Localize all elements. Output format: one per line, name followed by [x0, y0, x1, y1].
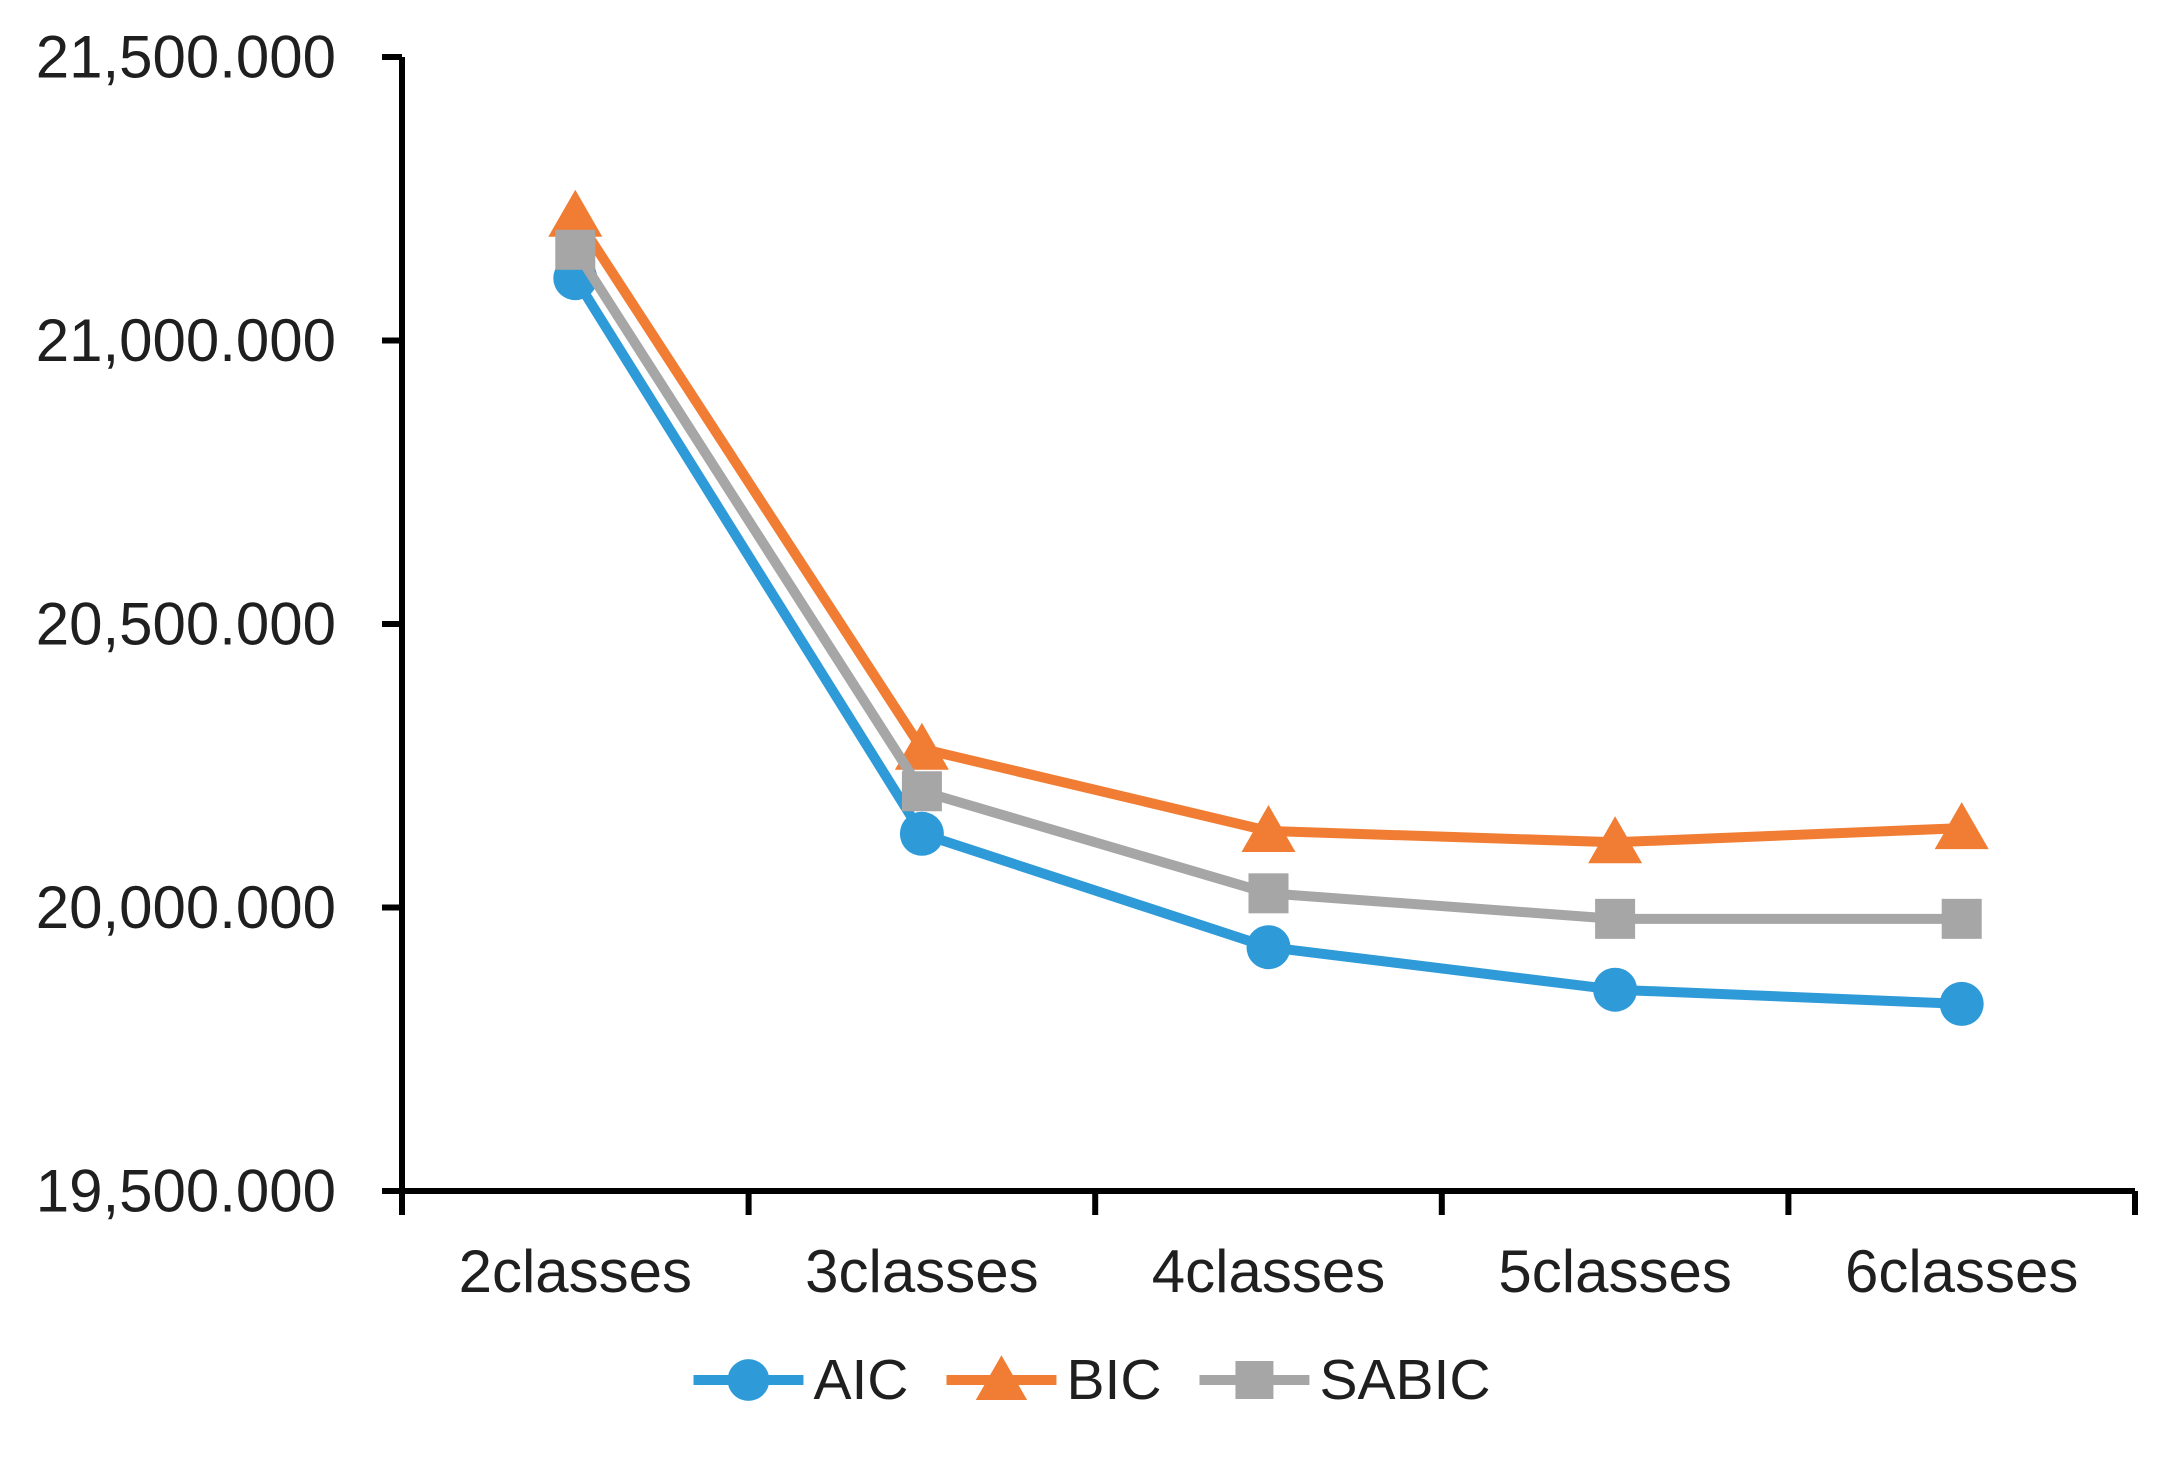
sabic-legend-marker [1199, 1361, 1310, 1399]
bic-marker [1934, 802, 1989, 850]
sabic-marker [1941, 898, 1982, 939]
bic-marker [1241, 804, 1296, 852]
y-tick-label: 20,500.000 [36, 591, 336, 658]
legend-label-bic: BIC [1066, 1347, 1162, 1412]
sabic-marker [901, 771, 942, 812]
bic-legend-marker [946, 1355, 1057, 1400]
sabic-marker [555, 229, 596, 270]
legend-item-sabic: SABIC [1199, 1347, 1491, 1412]
x-category-label: 2classes [459, 1238, 692, 1305]
x-category-label: 5classes [1498, 1238, 1731, 1305]
legend-label-aic: AIC [813, 1347, 909, 1412]
bic-marker [1588, 816, 1643, 864]
x-category-label: 6classes [1845, 1238, 2078, 1305]
bic-marker [894, 722, 949, 770]
sabic-legend-marker-glyph [1235, 1361, 1274, 1399]
aic-marker [1939, 981, 1984, 1026]
aic-marker [1593, 967, 1638, 1012]
y-tick-label: 21,000.000 [36, 307, 336, 374]
legend-label-sabic: SABIC [1319, 1347, 1491, 1412]
aic-legend-marker [693, 1359, 804, 1401]
aic-marker [1246, 925, 1291, 970]
sabic-marker [1595, 898, 1636, 939]
legend-item-aic: AIC [693, 1348, 908, 1412]
bic-line [570, 210, 1967, 848]
aic-marker [899, 811, 944, 856]
y-tick-label: 20,000.000 [36, 874, 336, 941]
chart-legend: AIC BIC SABIC [693, 1347, 1491, 1412]
aic-legend-marker-glyph [727, 1359, 770, 1401]
sabic-marker [1248, 873, 1289, 914]
x-category-label: 3classes [805, 1238, 1038, 1305]
y-tick-label: 21,500.000 [36, 24, 336, 91]
legend-item-bic: BIC [946, 1347, 1162, 1412]
y-tick-label: 19,500.000 [36, 1158, 336, 1225]
bic-legend-marker-glyph [975, 1355, 1028, 1400]
bic-marker [548, 189, 603, 237]
x-category-label: 4classes [1152, 1238, 1385, 1305]
